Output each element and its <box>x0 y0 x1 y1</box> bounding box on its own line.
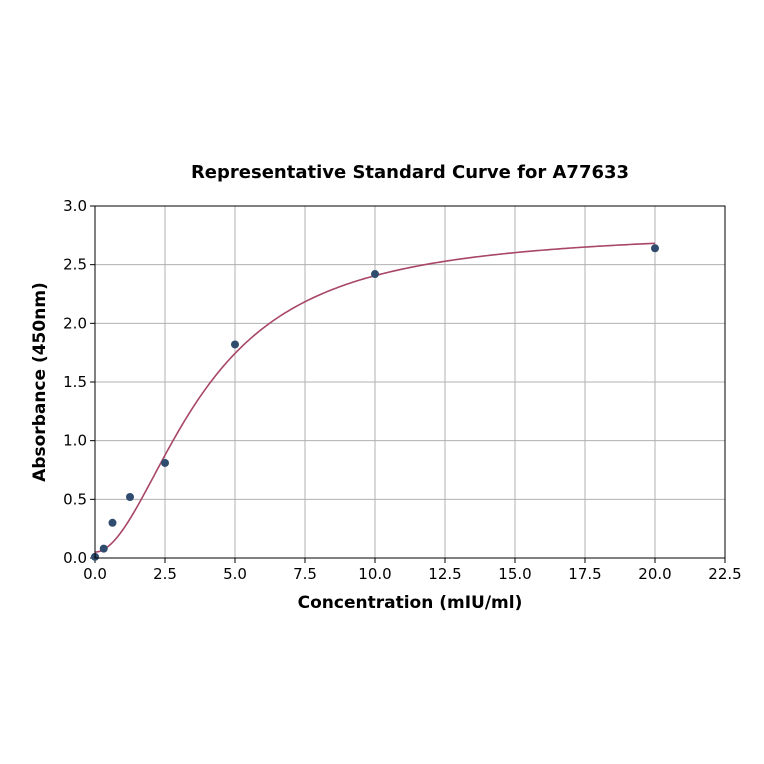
x-tick-label: 20.0 <box>638 565 671 583</box>
x-tick-label: 22.5 <box>708 565 741 583</box>
data-point <box>231 340 239 349</box>
x-axis-label: Concentration (mIU/ml) <box>298 593 523 613</box>
data-point <box>108 518 117 527</box>
data-points-layer <box>91 244 659 561</box>
data-point <box>161 458 169 467</box>
x-tick-label: 15.0 <box>498 565 531 583</box>
data-point <box>651 244 659 253</box>
y-tick-label: 0.5 <box>63 490 87 508</box>
chart-title: Representative Standard Curve for A77633 <box>191 162 629 183</box>
x-tick-label: 12.5 <box>428 565 461 583</box>
grid-lines <box>94 205 726 559</box>
data-point <box>371 270 379 279</box>
y-tick-label: 1.5 <box>63 373 87 391</box>
x-tick-label: 7.5 <box>293 565 317 583</box>
y-tick-label: 2.0 <box>63 314 87 332</box>
plot-frame <box>94 205 726 559</box>
axis-ticks: 0.0 2.5 5.0 7.5 10.0 12.5 15.0 17.5 20.0 22.5 0.0 0… <box>63 197 742 583</box>
x-tick-label: 5.0 <box>223 565 247 583</box>
data-point <box>126 492 134 501</box>
y-tick-label: 1.0 <box>63 432 87 450</box>
y-tick-label: 0.0 <box>63 549 87 567</box>
x-tick-label: 17.5 <box>568 565 601 583</box>
x-tick-label: 10.0 <box>358 565 391 583</box>
y-tick-label: 2.5 <box>63 256 87 274</box>
y-axis-label: Absorbance (450nm) <box>30 282 50 482</box>
y-tick-label: 3.0 <box>63 197 87 215</box>
data-point <box>99 544 108 553</box>
x-tick-label: 0.0 <box>83 565 107 583</box>
x-tick-label: 2.5 <box>153 565 177 583</box>
